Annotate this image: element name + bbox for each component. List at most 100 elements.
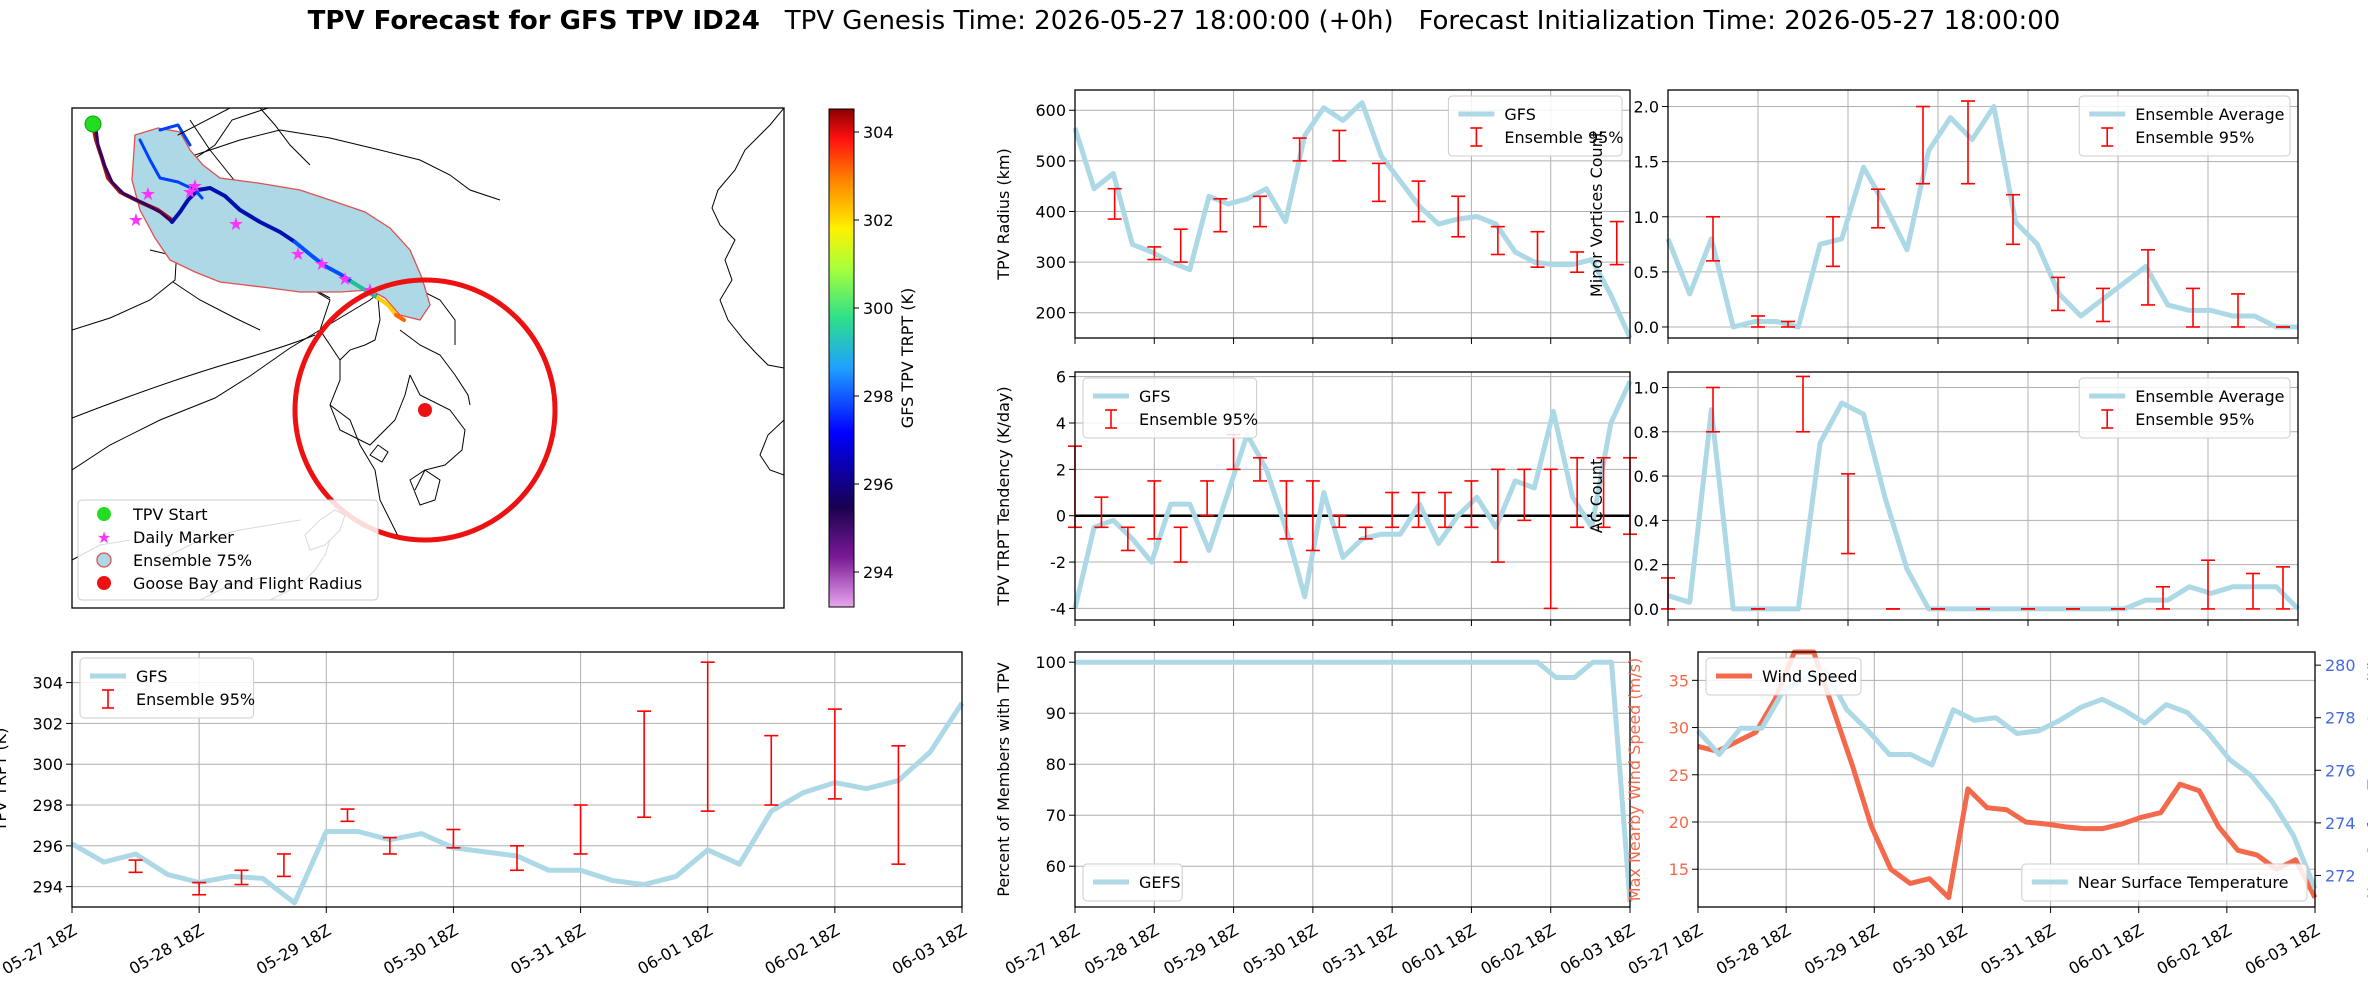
chart-ac: 0.0 0.2 0.4 0.6 0.8 1.0 AC Count Ensemble Avera…	[1587, 371, 2300, 626]
y-tick-label: 0	[1056, 507, 1066, 526]
y-tick-label: 0.2	[1634, 556, 1659, 575]
y-tick-label: 500	[1035, 152, 1066, 171]
x-tick-label: 05-30 18Z	[380, 920, 461, 978]
y-tick-label: 1.5	[1634, 153, 1659, 172]
legend-goose-icon	[97, 576, 111, 590]
colorbar-tick: 304	[863, 123, 894, 142]
y-tick-label: 1.0	[1634, 379, 1659, 398]
goose-bay-marker	[418, 403, 432, 417]
y-axis-label: TPV Radius (km)	[994, 148, 1013, 281]
y-tick-label: -2	[1050, 553, 1066, 572]
y-tick-label: 2.0	[1634, 98, 1659, 117]
tpv-start-marker	[84, 115, 102, 133]
x-tick-label: 05-30 18Z	[1240, 920, 1321, 978]
chart-trpt: 05-27 18Z 05-28 18Z 05-29 18Z 05-30 18Z 05-3…	[0, 651, 970, 978]
y-tick-label: 0.5	[1634, 263, 1659, 282]
y-tick-label: 60	[1046, 857, 1066, 876]
legend-box	[1082, 377, 1258, 439]
legend-box	[1082, 863, 1183, 902]
y-axis-label: Minor Vortices Count	[1587, 131, 1606, 297]
y2-tick-label: 274	[2325, 814, 2356, 833]
x-tick-label: 05-30 18Z	[1889, 920, 1970, 978]
legend: Ensemble Average Ensemble 95%	[2078, 95, 2291, 157]
figure-title-genesis: TPV Genesis Time: 2026-05-27 18:00:00 (+…	[784, 6, 1394, 36]
x-tick-label: 06-03 18Z	[1557, 920, 1638, 978]
y-tick-label: 0.8	[1634, 423, 1659, 442]
y-tick-label: 6	[1056, 368, 1066, 387]
y-tick-label: 0.4	[1634, 511, 1659, 530]
legend: GFS Ensemble 95%	[1082, 377, 1258, 439]
map-legend: ★ TPV Start Daily Marker Ensemble 75% Go…	[77, 499, 379, 601]
legend: Ensemble Average Ensemble 95%	[2078, 377, 2291, 439]
x-tick-label: 05-27 18Z	[0, 920, 80, 978]
x-tick-label: 05-27 18Z	[1002, 920, 1083, 978]
x-tick-label: 06-02 18Z	[762, 920, 843, 978]
y-axis-label: Max Nearby Wind Speed (m/s)	[1625, 658, 1644, 901]
legend-box	[1705, 657, 1862, 696]
x-tick-label: 06-02 18Z	[1477, 920, 1558, 978]
colorbar-tick: 294	[863, 563, 894, 582]
legend-label: Ensemble Average	[2135, 105, 2284, 124]
y-tick-label: 90	[1046, 704, 1066, 723]
legend-star-icon: ★	[97, 528, 111, 547]
legend-ensemble-icon	[96, 552, 112, 568]
chart-minor: 0.0 0.5 1.0 1.5 2.0 Minor Vortices Count Ensem…	[1587, 89, 2299, 344]
y-axis-label: TPV TRPT (K)	[0, 728, 10, 833]
y-tick-label: 296	[32, 837, 63, 856]
y-tick-label: 600	[1035, 101, 1066, 120]
y-tick-label: 20	[1669, 813, 1689, 832]
y2-tick-label: 276	[2325, 761, 2356, 780]
y-tick-label: 70	[1046, 806, 1066, 825]
chart-radius: 200 300 400 500 600 TPV Radius (km) GFS Ensembl…	[994, 89, 1633, 344]
x-tick-label: 05-27 18Z	[1625, 920, 1706, 978]
y-axis-label: AC Count	[1587, 459, 1606, 533]
legend-daily-marker: Daily Marker	[133, 528, 234, 547]
y-tick-label: 304	[32, 674, 63, 693]
legend-label: GFS	[136, 667, 167, 686]
ensemble-75-envelope	[131, 127, 431, 321]
y-tick-label: 300	[32, 755, 63, 774]
y-tick-label: 302	[32, 714, 63, 733]
legend-label: Ensemble 95%	[1504, 128, 1623, 147]
tpv-track	[91, 108, 406, 322]
legend-label: Ensemble 95%	[1139, 410, 1258, 429]
x-tick-label: 06-02 18Z	[2154, 920, 2235, 978]
y-tick-label: 15	[1669, 860, 1689, 879]
x-tick-label: 05-28 18Z	[1081, 920, 1162, 978]
daily-markers: ★ ★ ★ ★ ★ ★ ★ ★ ★	[128, 176, 378, 301]
legend-label: Ensemble 95%	[2135, 128, 2254, 147]
legend-start-icon	[97, 507, 111, 521]
colorbar-tick: 302	[863, 211, 894, 230]
daily-marker: ★	[187, 176, 203, 197]
y2-tick-label: 278	[2325, 709, 2356, 728]
y-tick-label: 200	[1035, 304, 1066, 323]
x-tick-label: 05-31 18Z	[507, 920, 588, 978]
map-legend-box	[77, 499, 379, 601]
daily-marker: ★	[314, 254, 330, 275]
plot-frame	[1074, 371, 1631, 621]
x-tick-label: 06-03 18Z	[2242, 920, 2323, 978]
figure-title-init: Forecast Initialization Time: 2026-05-27…	[1418, 6, 2061, 36]
colorbar-tick: 298	[863, 387, 894, 406]
daily-marker: ★	[290, 244, 306, 265]
legend: Near Surface Temperature	[2021, 863, 2308, 902]
legend: GFS Ensemble 95%	[79, 657, 255, 719]
legend-label: Ensemble 95%	[136, 690, 255, 709]
legend-ensemble-75: Ensemble 75%	[133, 551, 252, 570]
daily-marker: ★	[140, 184, 156, 205]
map-panel: ★ ★ ★ ★ ★ ★ ★ ★ ★ ★ TPV Start Daily Mark…	[71, 107, 917, 609]
y-tick-label: 0.0	[1634, 318, 1659, 337]
legend-box	[2021, 863, 2308, 902]
legend-label: GFS	[1504, 105, 1535, 124]
flight-radius-circle	[292, 277, 558, 543]
plot-frame	[1667, 371, 2299, 621]
x-tick-label: 05-28 18Z	[1713, 920, 1794, 978]
y-axis-label: Percent of Members with TPV	[994, 662, 1013, 896]
plot-frame	[71, 651, 963, 908]
legend-box	[79, 657, 255, 719]
y2-tick-label: 272	[2325, 866, 2356, 885]
plot-frame	[1074, 651, 1631, 908]
x-tick-label: 06-01 18Z	[634, 920, 715, 978]
y-tick-label: 298	[32, 796, 63, 815]
